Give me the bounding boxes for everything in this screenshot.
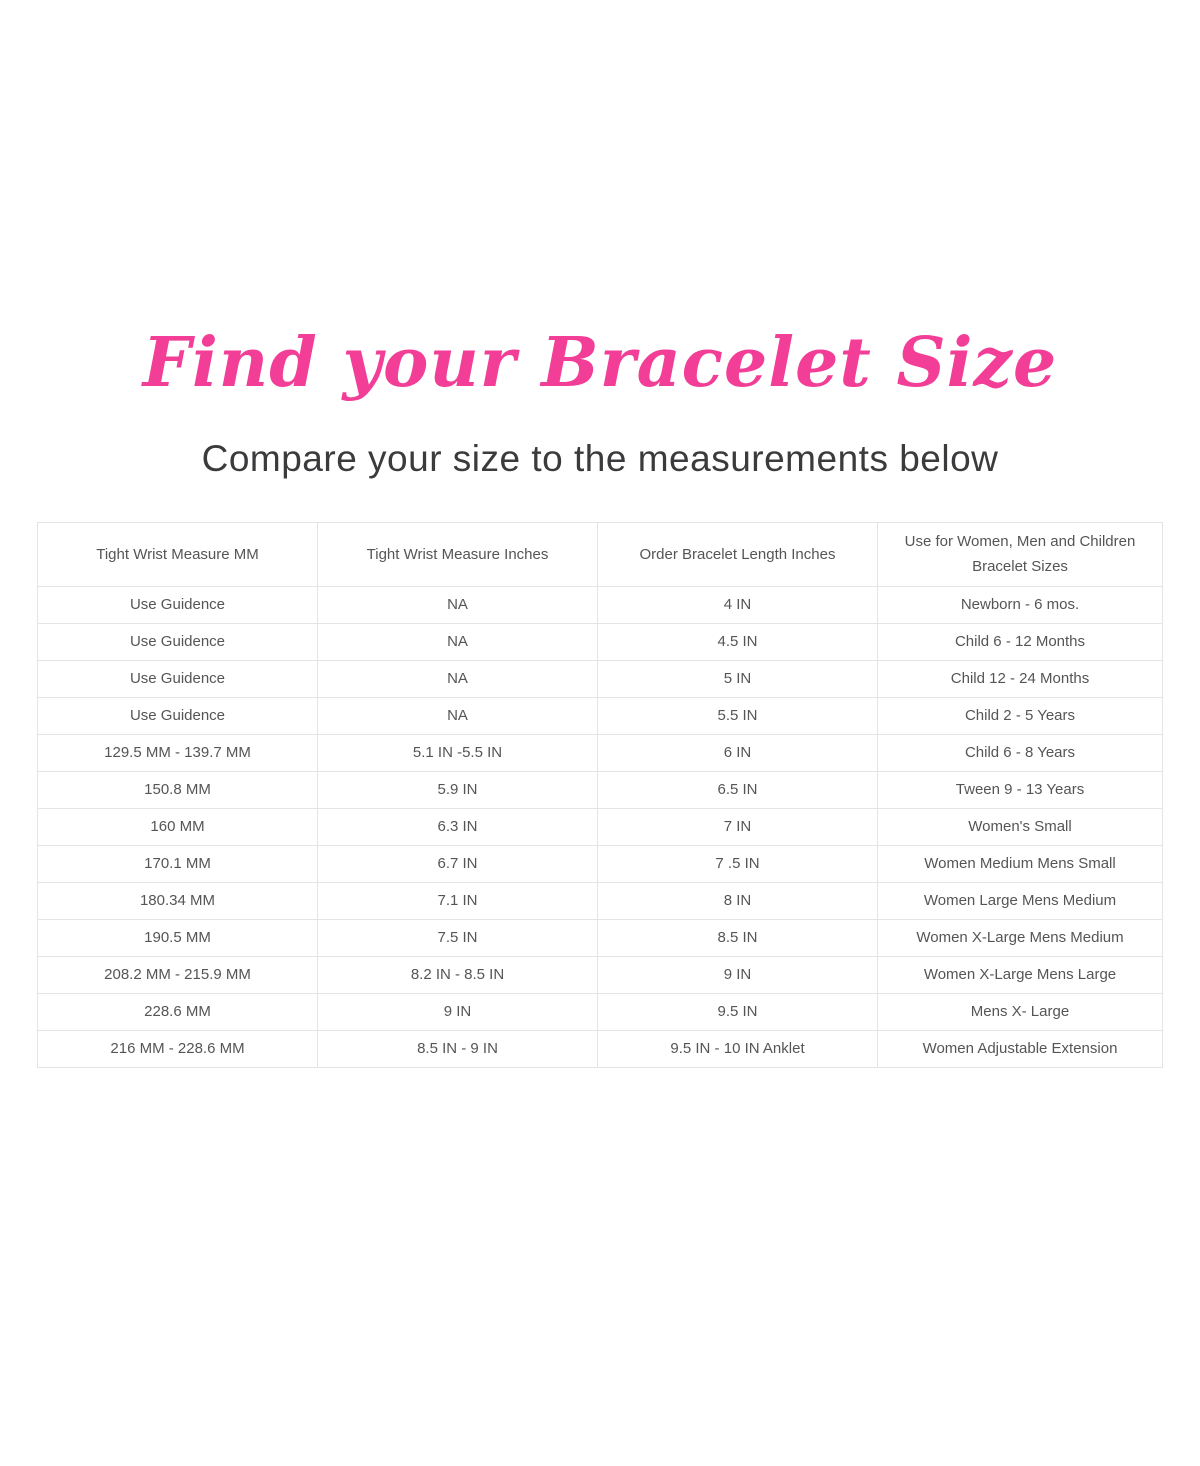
table-row: 150.8 MM 5.9 IN 6.5 IN Tween 9 - 13 Years [37, 770, 1163, 809]
table-cell: Child 6 - 8 Years [877, 733, 1163, 772]
table-row: Use Guidence NA 4.5 IN Child 6 - 12 Months [37, 622, 1163, 661]
table-cell: Child 6 - 12 Months [877, 622, 1163, 661]
table-header-row: Tight Wrist Measure MM Tight Wrist Measu… [37, 521, 1163, 587]
table-cell: Use Guidence [37, 659, 318, 698]
table-row: 170.1 MM 6.7 IN 7 .5 IN Women Medium Mens S… [37, 844, 1163, 883]
table-cell: 7.1 IN [317, 881, 598, 920]
table-cell: NA [317, 696, 598, 735]
table-cell: 5.9 IN [317, 770, 598, 809]
table-cell: Women X-Large Mens Large [877, 955, 1163, 994]
table-cell: 8.5 IN [597, 918, 878, 957]
table-cell: 5 IN [597, 659, 878, 698]
table-cell: NA [317, 622, 598, 661]
table-cell: 190.5 MM [37, 918, 318, 957]
table-cell: Newborn - 6 mos. [877, 585, 1163, 624]
table-cell: 6.7 IN [317, 844, 598, 883]
table-cell: 8.5 IN - 9 IN [317, 1029, 598, 1068]
table-cell: 6.3 IN [317, 807, 598, 846]
table-body: Use Guidence NA 4 IN Newborn - 6 mos. Use Gu… [37, 585, 1163, 1068]
table-row: 190.5 MM 7.5 IN 8.5 IN Women X-Large Mens M… [37, 918, 1163, 957]
table-cell: 8.2 IN - 8.5 IN [317, 955, 598, 994]
page-title: Find your Bracelet Size [142, 323, 1058, 403]
table-cell: 9 IN [317, 992, 598, 1031]
header-use-for-sizes: Use for Women, Men and Children Bracelet… [877, 521, 1163, 587]
table-cell: 170.1 MM [37, 844, 318, 883]
table-cell: 5.5 IN [597, 696, 878, 735]
table-cell: Women Adjustable Extension [877, 1029, 1163, 1068]
table-row: Use Guidence NA 4 IN Newborn - 6 mos. [37, 585, 1163, 624]
table-cell: 8 IN [597, 881, 878, 920]
table-cell: Women's Small [877, 807, 1163, 846]
table-cell: 9.5 IN [597, 992, 878, 1031]
table-cell: 208.2 MM - 215.9 MM [37, 955, 318, 994]
table-cell: 129.5 MM - 139.7 MM [37, 733, 318, 772]
table-cell: 4 IN [597, 585, 878, 624]
table-cell: Women Medium Mens Small [877, 844, 1163, 883]
table-cell: 216 MM - 228.6 MM [37, 1029, 318, 1068]
table-cell: Use Guidence [37, 622, 318, 661]
table-row: 129.5 MM - 139.7 MM 5.1 IN -5.5 IN 6 IN Chi… [37, 733, 1163, 772]
table-cell: 150.8 MM [37, 770, 318, 809]
table-row: Use Guidence NA 5.5 IN Child 2 - 5 Years [37, 696, 1163, 735]
page-subtitle: Compare your size to the measurements be… [201, 437, 999, 479]
table-row: Use Guidence NA 5 IN Child 12 - 24 Months [37, 659, 1163, 698]
table-cell: Mens X- Large [877, 992, 1163, 1031]
table-cell: Use Guidence [37, 696, 318, 735]
table-cell: Women X-Large Mens Medium [877, 918, 1163, 957]
table-cell: 228.6 MM [37, 992, 318, 1031]
table-cell: Child 2 - 5 Years [877, 696, 1163, 735]
table-cell: 9.5 IN - 10 IN Anklet [597, 1029, 878, 1068]
table-cell: 6 IN [597, 733, 878, 772]
table-cell: Child 12 - 24 Months [877, 659, 1163, 698]
table-row: 228.6 MM 9 IN 9.5 IN Mens X- Large [37, 992, 1163, 1031]
table-row: 160 MM 6.3 IN 7 IN Women's Small [37, 807, 1163, 846]
table-row: 216 MM - 228.6 MM 8.5 IN - 9 IN 9.5 IN - 1… [37, 1029, 1163, 1068]
table-cell: 180.34 MM [37, 881, 318, 920]
table-cell: NA [317, 585, 598, 624]
table-cell: 7.5 IN [317, 918, 598, 957]
table-cell: 4.5 IN [597, 622, 878, 661]
header-tight-wrist-mm: Tight Wrist Measure MM [37, 521, 318, 587]
table-cell: 7 .5 IN [597, 844, 878, 883]
bracelet-size-table: Tight Wrist Measure MM Tight Wrist Measu… [37, 521, 1163, 1068]
header-order-bracelet-length: Order Bracelet Length Inches [597, 521, 878, 587]
table-row: 180.34 MM 7.1 IN 8 IN Women Large Mens Medi… [37, 881, 1163, 920]
table-cell: 160 MM [37, 807, 318, 846]
table-cell: Tween 9 - 13 Years [877, 770, 1163, 809]
table-cell: 9 IN [597, 955, 878, 994]
table-cell: 7 IN [597, 807, 878, 846]
table-cell: Women Large Mens Medium [877, 881, 1163, 920]
table-cell: 5.1 IN -5.5 IN [317, 733, 598, 772]
table-row: 208.2 MM - 215.9 MM 8.2 IN - 8.5 IN 9 IN Wo… [37, 955, 1163, 994]
table-cell: 6.5 IN [597, 770, 878, 809]
header-tight-wrist-inches: Tight Wrist Measure Inches [317, 521, 598, 587]
table-cell: NA [317, 659, 598, 698]
table-cell: Use Guidence [37, 585, 318, 624]
